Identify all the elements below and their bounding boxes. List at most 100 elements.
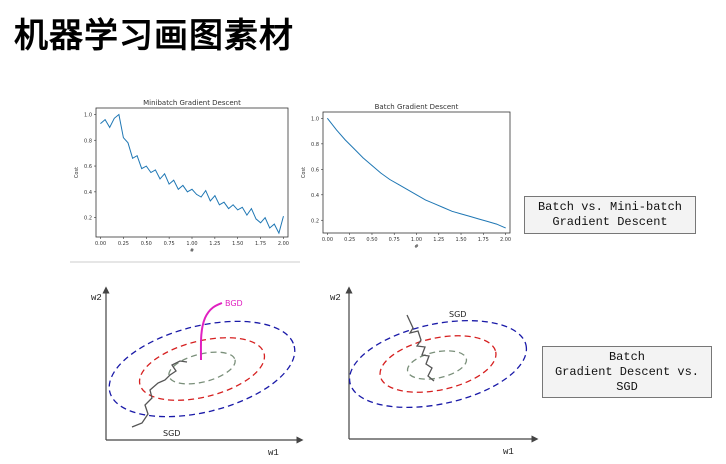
c1-cost-line (100, 113, 284, 235)
c2-data-point (460, 213, 462, 215)
c1-data-point (155, 169, 156, 171)
c1-y-axis-label: Cost (74, 167, 80, 178)
c2-data-point (353, 148, 355, 150)
c1-xtick-label: 1.75 (255, 241, 266, 247)
c1-data-point (100, 123, 101, 124)
c1-data-point (278, 232, 280, 234)
c1-data-point (209, 200, 211, 202)
c1-data-point (173, 179, 175, 181)
left-middle-contour (138, 337, 266, 401)
page-title: 机器学习画图素材 (14, 16, 294, 56)
c2-ytick-label: 0.2 (311, 218, 319, 224)
c1-data-point (200, 196, 202, 198)
c2-xtick-label: 0.50 (366, 237, 377, 243)
c1-data-point (260, 222, 261, 224)
c2-data-point (327, 118, 328, 119)
c2-data-point (487, 221, 489, 222)
c1-data-point (269, 227, 271, 229)
c2-data-point (380, 172, 382, 174)
right-sgd-path (406, 314, 435, 382)
c1-data-point (205, 190, 207, 191)
c1-data-point (127, 142, 129, 144)
c2-ytick-label: 0.4 (311, 193, 319, 199)
c1-data-point (187, 191, 188, 193)
c2-data-point (389, 179, 391, 180)
c2-data-point (336, 129, 337, 131)
c1-data-point (283, 216, 284, 217)
c2-xtick-label: 1.25 (433, 237, 444, 243)
c1-data-point (159, 178, 161, 180)
c1-data-point (255, 218, 257, 220)
left-sgd-label: SGD (163, 429, 180, 438)
c2-data-point (425, 199, 426, 201)
c1-data-point (273, 223, 275, 225)
c2-data-point (469, 216, 471, 217)
c1-ytick-label: 1.0 (84, 112, 92, 118)
right-middle-contour (379, 335, 497, 393)
left-w2-label: w2 (91, 293, 102, 303)
c1-data-point (237, 209, 239, 211)
c2-data-point (433, 203, 435, 205)
left-contour-diagram: w2 w1 BGD SGD (91, 286, 304, 458)
c2-plot-frame (322, 111, 511, 234)
c1-data-point (251, 208, 252, 209)
c2-xtick-label: 0.75 (389, 237, 400, 243)
c2-data-point (451, 210, 453, 212)
c1-xtick-label: 2.00 (278, 241, 289, 247)
c2-data-point (344, 139, 346, 141)
c1-xtick-label: 1.50 (232, 241, 243, 247)
c1-data-point (164, 173, 165, 175)
c1-xtick-label: 0.25 (118, 241, 129, 247)
c1-data-point (246, 214, 248, 216)
c2-ytick-label: 0.8 (311, 142, 319, 148)
c1-data-point (177, 188, 179, 190)
c2-data-point (371, 165, 373, 166)
c2-y-axis-label: Cost (301, 167, 307, 178)
c2-data-point (442, 207, 444, 208)
c2-xtick-label: 1.75 (478, 237, 489, 243)
c1-data-point (113, 117, 115, 119)
c1-title: Minibatch Gradient Descent (143, 99, 241, 107)
right-sgd-label: SGD (449, 310, 466, 319)
left-w1-label: w1 (268, 448, 279, 458)
c1-data-point (219, 204, 220, 206)
c1-ytick-label: 0.8 (84, 138, 92, 144)
c1-data-point (109, 127, 111, 128)
c1-ytick-label: 0.4 (84, 190, 92, 196)
c2-data-point (496, 223, 497, 225)
c2-title: Batch Gradient Descent (375, 103, 459, 111)
c1-ytick-label: 0.6 (84, 164, 92, 170)
c1-xtick-label: 0.75 (164, 241, 175, 247)
right-w2-label: w2 (330, 293, 341, 303)
c2-data-point (407, 189, 408, 191)
right-contour-diagram: w2 w1 SGD (330, 286, 539, 457)
c1-data-point (145, 165, 147, 167)
left-outer-contour (108, 320, 296, 418)
c1-data-point (132, 157, 133, 159)
c2-cost-line (327, 118, 506, 229)
c1-ytick-label: 0.2 (84, 216, 92, 222)
c1-data-point (118, 114, 120, 115)
left-inner-contour (168, 351, 236, 385)
c1-data-point (223, 201, 225, 203)
right-outer-contour (348, 319, 528, 409)
c2-xtick-label: 1.50 (455, 237, 466, 243)
c1-data-point (214, 195, 216, 197)
c2-data-point (478, 218, 480, 220)
bgd-path (199, 302, 223, 361)
c1-xtick-label: 1.00 (186, 241, 197, 247)
c1-x-axis-label: # (190, 248, 194, 254)
bgd-label: BGD (225, 299, 243, 308)
batch-vs-sgd-box: Batch Gradient Descent vs. SGD (542, 346, 712, 398)
c1-data-point (241, 206, 243, 208)
right-w1-label: w1 (503, 447, 514, 457)
c2-xtick-label: 0.00 (322, 237, 333, 243)
c1-xtick-label: 1.25 (209, 241, 220, 247)
c1-data-point (182, 185, 184, 186)
c2-data-point (362, 157, 364, 159)
c1-data-point (136, 155, 138, 157)
c2-xtick-label: 1.00 (411, 237, 422, 243)
c2-data-point (416, 194, 417, 196)
c1-data-point (264, 217, 266, 218)
c1-plot-frame (95, 107, 289, 238)
